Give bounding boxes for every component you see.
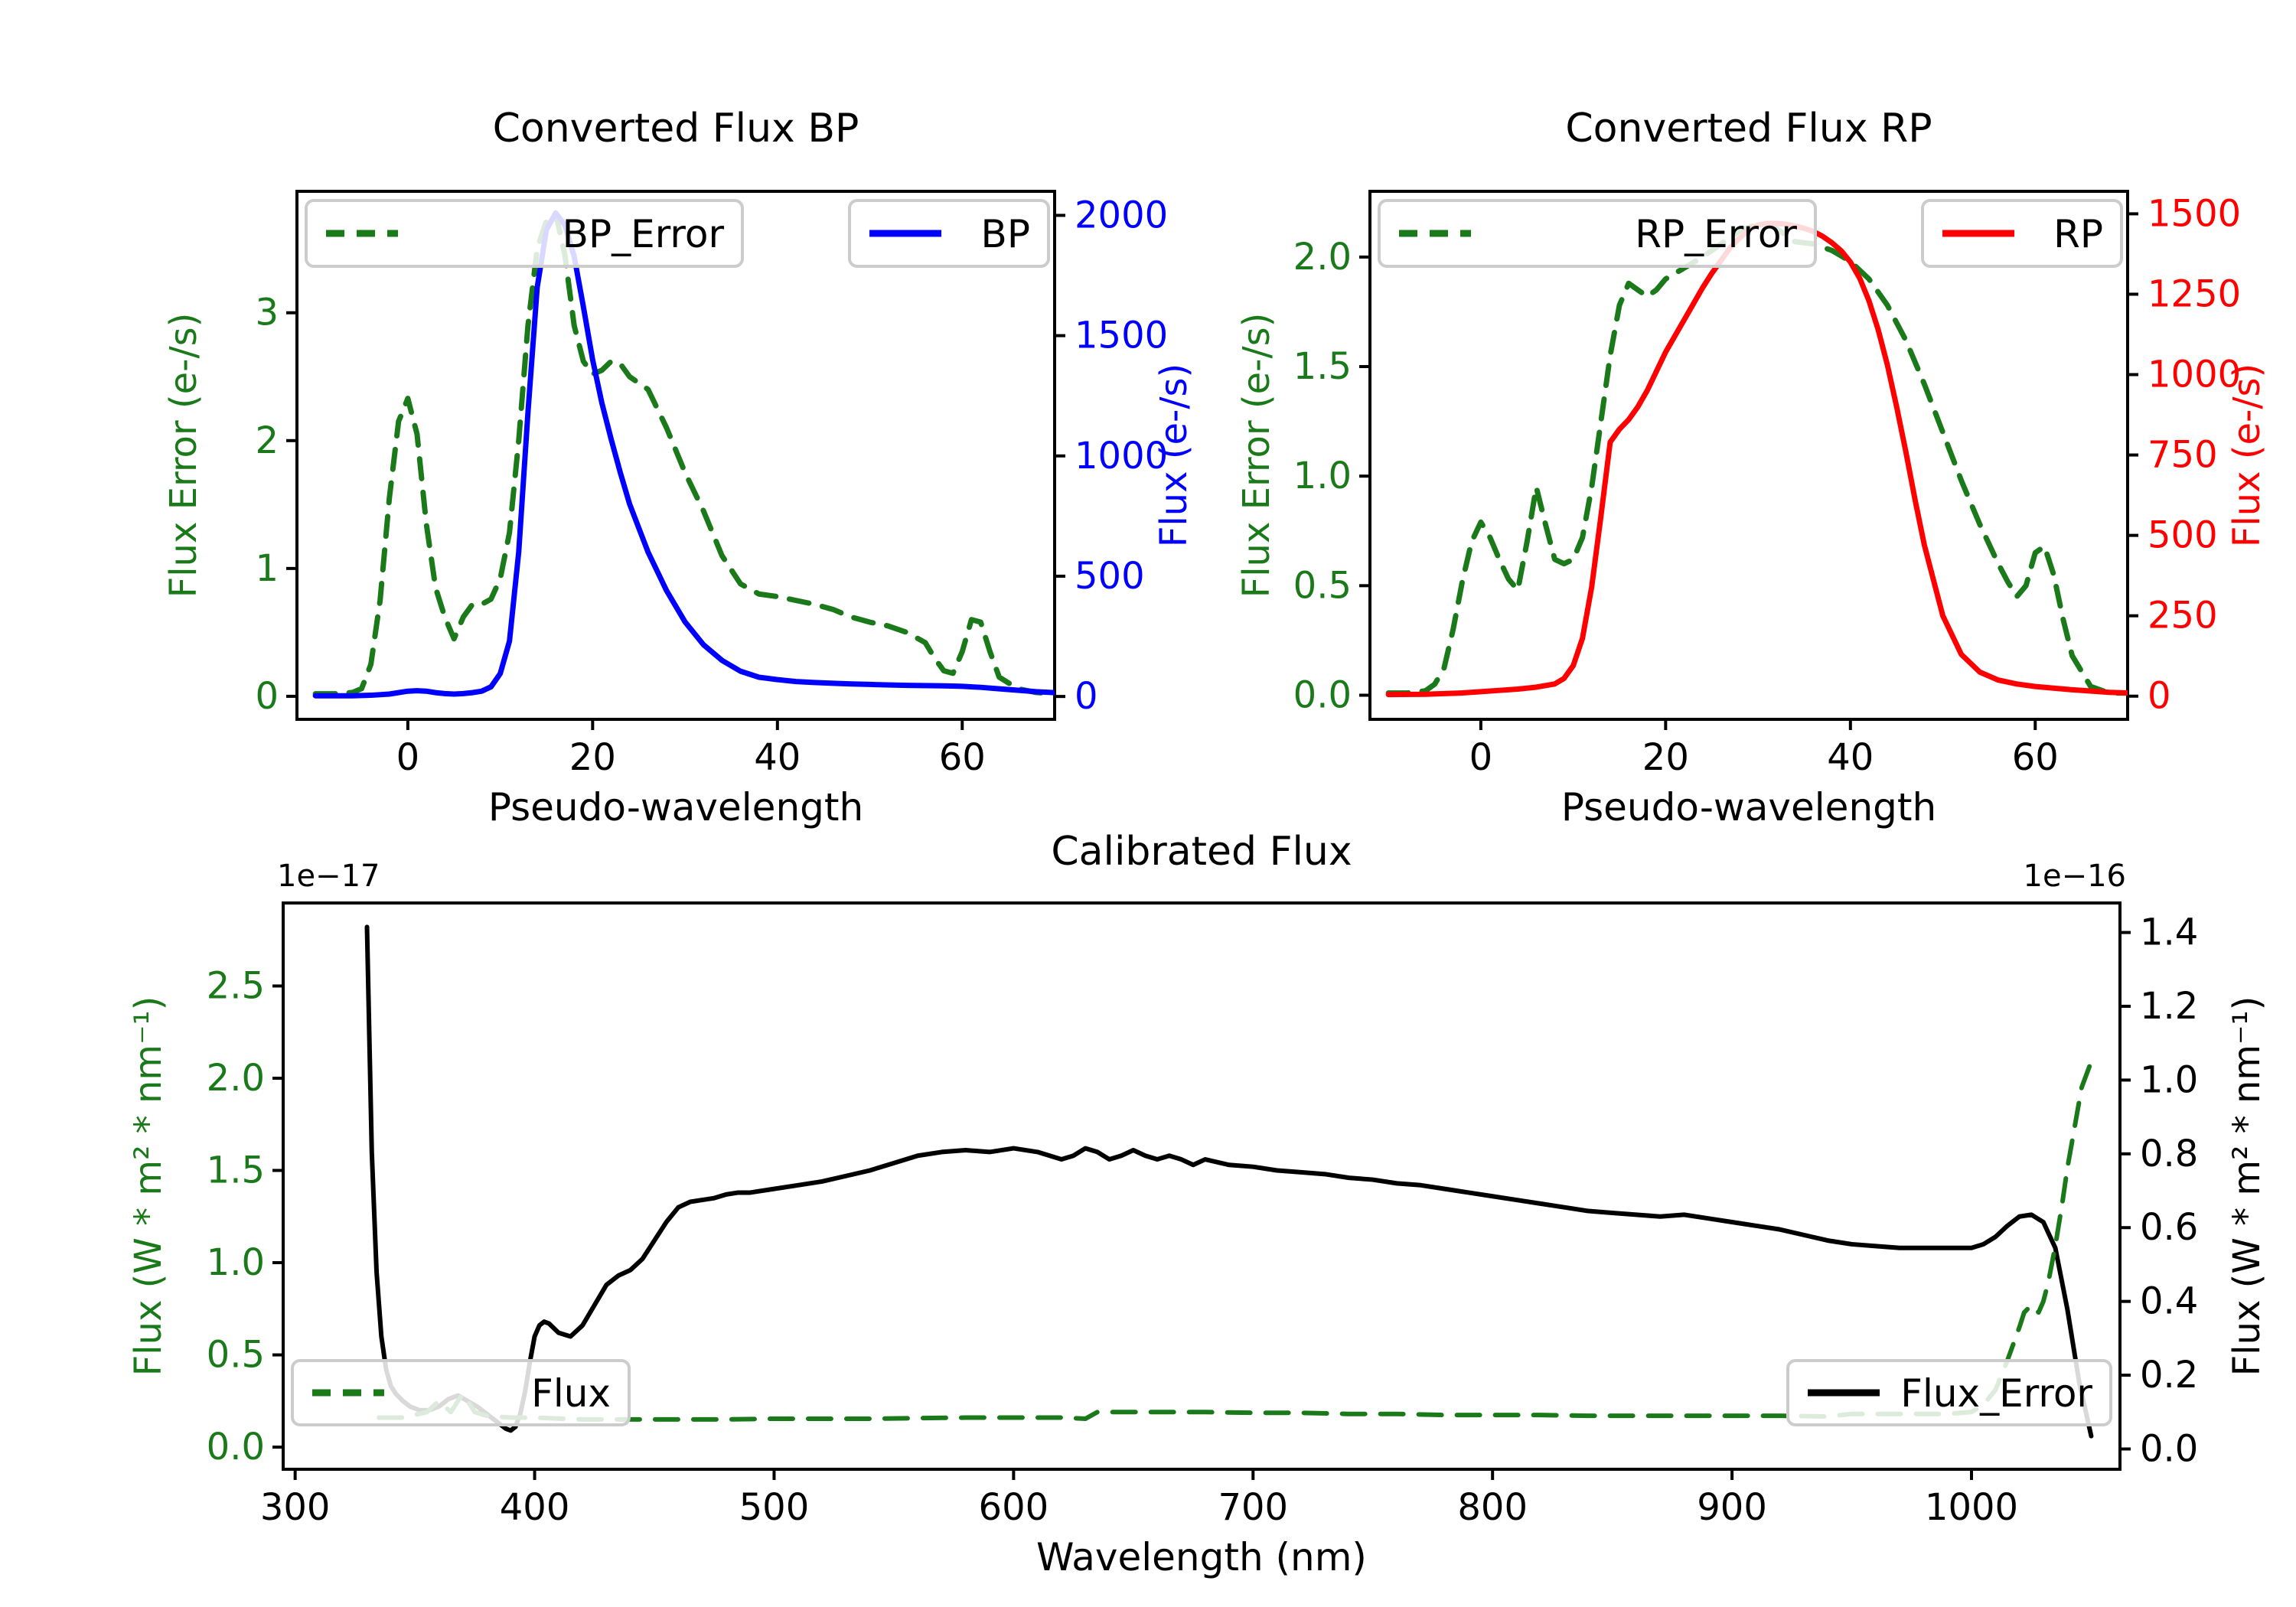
legend-label: Flux_Error: [1900, 1371, 2092, 1416]
x-tick-label: 1000: [1925, 1486, 2018, 1529]
y-tick-label-right: 0.0: [2140, 1427, 2198, 1470]
y-axis-label-left: Flux (W * m² * nm⁻¹): [127, 996, 170, 1377]
legend-calibrated-flux-error[interactable]: Flux: [291, 1359, 631, 1426]
x-tick-label: 800: [1457, 1486, 1528, 1529]
y-axis-offset-left: 1e−17: [277, 859, 380, 894]
legend-calibrated-flux-flux[interactable]: Flux_Error: [1786, 1359, 2112, 1426]
y-tick-label-left: 2.5: [207, 964, 265, 1007]
y-tick-label-right: 1.2: [2140, 985, 2198, 1028]
y-tick-label-right: 0.4: [2140, 1280, 2198, 1323]
x-tick-label: 700: [1218, 1486, 1288, 1529]
x-tick-label: 900: [1697, 1486, 1767, 1529]
x-tick-label: 600: [979, 1486, 1049, 1529]
x-axis-label: Wavelength (nm): [1036, 1535, 1367, 1579]
x-tick-label: 500: [739, 1486, 810, 1529]
y-tick-label-right: 1.0: [2140, 1058, 2198, 1101]
y-tick-label-right: 0.6: [2140, 1206, 2198, 1249]
y-tick-label-right: 0.2: [2140, 1354, 2198, 1397]
plot-title: Calibrated Flux: [1051, 829, 1352, 875]
y-tick-label-left: 1.5: [207, 1149, 265, 1192]
y-tick-label-right: 0.8: [2140, 1133, 2198, 1175]
y-axis-offset-right: 1e−16: [2024, 859, 2126, 894]
y-tick-label-left: 2.0: [207, 1057, 265, 1100]
y-axis-label-right: Flux (W * m² * nm⁻¹): [2226, 996, 2268, 1377]
y-tick-label-left: 1.0: [207, 1241, 265, 1284]
y-tick-label-left: 0.0: [207, 1426, 265, 1468]
y-tick-label-right: 1.4: [2140, 911, 2198, 954]
y-tick-label-left: 0.5: [207, 1334, 265, 1377]
legend-label: Flux: [531, 1371, 611, 1416]
x-tick-label: 400: [500, 1486, 570, 1529]
x-tick-label: 300: [260, 1486, 331, 1529]
axes-frame: [282, 901, 2122, 1471]
series-line-flux: [364, 924, 2094, 1439]
series-line-flux_error: [377, 1059, 2094, 1422]
